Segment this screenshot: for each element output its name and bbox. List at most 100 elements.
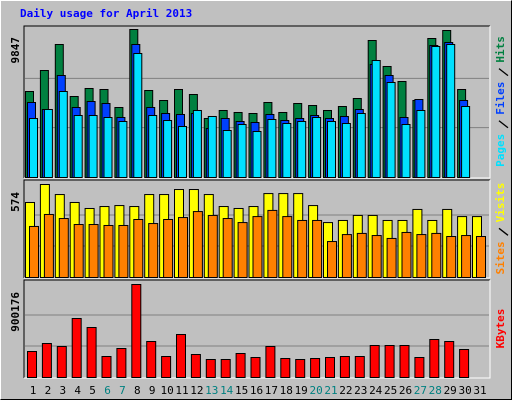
bar (327, 241, 337, 278)
y-tick-label: 900176 (9, 292, 22, 332)
bar (252, 216, 263, 278)
bar (446, 43, 456, 179)
bar (459, 349, 470, 378)
bar (205, 358, 216, 379)
plot-bevel-light (24, 180, 491, 279)
bar (386, 81, 396, 178)
bar (133, 218, 144, 279)
bar (416, 109, 426, 178)
x-tick-label: 17 (265, 384, 278, 397)
bar (356, 232, 367, 278)
chart-title: Daily usage for April 2013 (20, 7, 192, 20)
bar (354, 356, 365, 379)
bar (207, 214, 218, 279)
bar (371, 60, 381, 178)
bar (73, 115, 83, 178)
bar (461, 105, 471, 178)
x-tick-label: 25 (384, 384, 397, 397)
bar (446, 236, 457, 278)
bar (58, 90, 68, 178)
x-tick-label: 19 (295, 384, 308, 397)
bar (178, 126, 187, 178)
bar (235, 353, 246, 378)
x-tick-label: 11 (175, 384, 188, 397)
x-tick-label: 9 (149, 384, 156, 397)
bar (222, 130, 232, 179)
bar (190, 354, 201, 379)
bar (401, 124, 411, 178)
legend: KBytes (494, 309, 507, 349)
bar (267, 209, 278, 278)
bar (339, 356, 350, 379)
bar (207, 115, 217, 178)
bar (310, 358, 321, 379)
bar (384, 345, 395, 379)
bar (131, 284, 142, 378)
bar (312, 117, 322, 178)
bar (401, 231, 412, 279)
bar (282, 216, 293, 278)
bar (222, 218, 233, 278)
bar (429, 339, 440, 379)
legend-label: Pages (494, 134, 507, 167)
x-tick-label: 3 (59, 384, 66, 397)
legend-label: Files (494, 82, 507, 115)
bar (369, 345, 380, 379)
x-tick-label: 20 (309, 384, 322, 397)
y-tick-label: 9847 (9, 37, 22, 64)
x-tick-label: 6 (104, 384, 111, 397)
bar (295, 358, 306, 379)
x-tick-label: 30 (458, 384, 471, 397)
bar (56, 345, 67, 379)
x-tick-label: 8 (134, 384, 141, 397)
bar (86, 326, 97, 379)
bar (476, 236, 486, 278)
bar (399, 345, 410, 379)
bar (88, 224, 99, 278)
bar (118, 120, 128, 178)
bar (414, 357, 425, 379)
x-tick-label: 24 (369, 384, 383, 397)
bar (250, 357, 261, 379)
bar (431, 232, 442, 278)
bar (220, 358, 231, 379)
bar (176, 334, 186, 379)
x-tick-label: 2 (45, 384, 52, 397)
bar (280, 358, 291, 379)
bar (431, 45, 441, 178)
bar (386, 237, 397, 278)
bar (29, 225, 39, 278)
bar (192, 109, 202, 178)
legend-label: Sites (494, 241, 507, 274)
bar (88, 115, 98, 178)
legend-label: Hits (494, 36, 507, 63)
x-tick-label: 21 (324, 384, 337, 397)
bar (43, 213, 54, 278)
legend-label: Visits (494, 183, 507, 223)
x-tick-label: 28 (429, 384, 442, 397)
bar (178, 217, 188, 278)
plot-bevel-dark (23, 279, 490, 378)
bar (163, 218, 174, 279)
bar (73, 224, 84, 278)
legend: Pages Files Hits (494, 36, 509, 167)
legend-label: KBytes (494, 309, 507, 349)
legend-separator (498, 227, 509, 236)
legend-separator (498, 68, 509, 77)
x-tick-label: 14 (220, 384, 234, 397)
bar (237, 124, 247, 178)
bar (161, 356, 172, 379)
x-tick-label: 16 (250, 384, 263, 397)
legend-separator (498, 120, 509, 129)
x-tick-label: 26 (399, 384, 412, 397)
x-tick-label: 10 (160, 384, 173, 397)
bar (265, 345, 276, 379)
x-tick-label: 1 (30, 384, 37, 397)
bar (327, 120, 336, 178)
bar (163, 120, 173, 179)
bar (282, 122, 292, 178)
bar (29, 118, 38, 179)
bar (237, 222, 248, 278)
